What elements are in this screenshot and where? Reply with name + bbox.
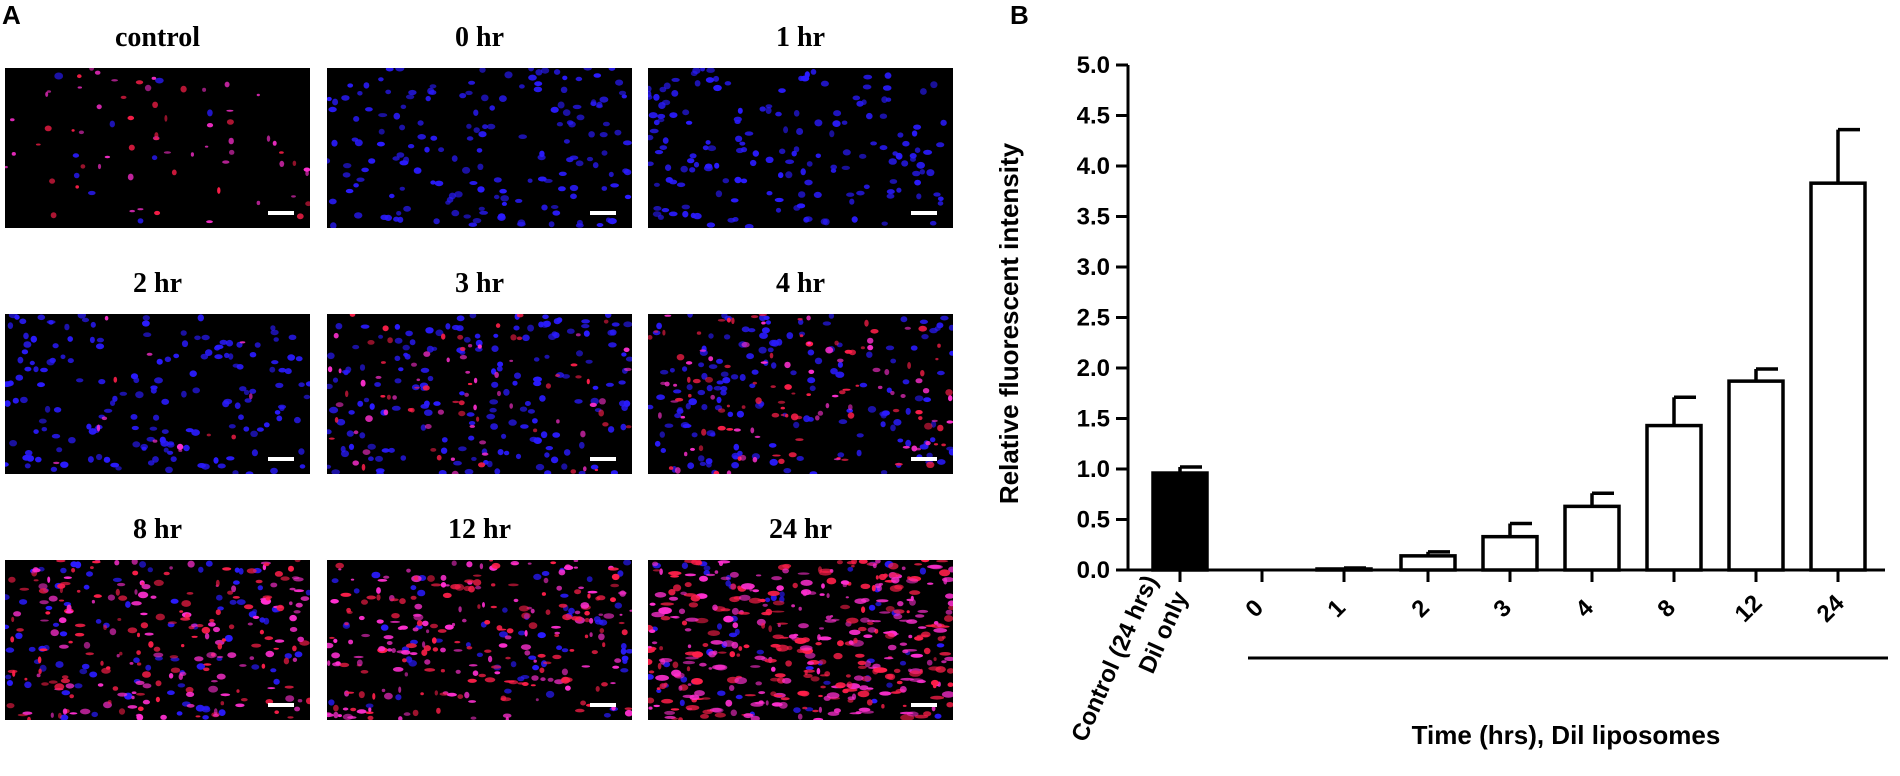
micrograph-title: 4 hr [776,268,825,299]
micrograph-title: control [114,22,201,53]
y-tick-label: 3.0 [1077,254,1110,281]
y-axis-title: Relative fluorescent intensity [994,142,1024,504]
scale-bar [911,457,937,461]
y-tick-label: 2.0 [1077,355,1110,382]
x-tick-label: 1 [1322,594,1351,623]
scale-bar [590,211,616,215]
panel-a-label: A [2,0,21,30]
micrograph-title: 24 hr [769,514,832,545]
bar [1151,471,1209,572]
micrograph-title: 12 hr [448,514,511,545]
micrograph-image [648,560,953,720]
scale-bar [268,457,294,461]
micrograph-title: 3 hr [455,268,504,299]
y-tick-label: 5.0 [1077,52,1110,79]
x-tick-label: 8 [1652,594,1681,623]
micrograph-title: 0 hr [455,22,504,53]
scale-bar [590,703,616,707]
micrograph-image [327,68,632,228]
scale-bar [911,703,937,707]
y-tick-label: 1.0 [1077,456,1110,483]
micrograph-image [648,68,953,228]
y-tick-label: 4.5 [1077,103,1110,130]
y-tick-label: 2.5 [1077,305,1110,332]
scale-bar [268,703,294,707]
scale-bar [911,211,937,215]
y-tick-label: 3.5 [1077,204,1110,231]
y-tick-label: 4.0 [1077,153,1110,180]
micrograph-title: 8 hr [133,514,182,545]
micrograph-image [5,314,310,474]
x-axis-title: Time (hrs), Dil liposomes [1412,720,1721,750]
x-tick-label: 2 [1406,594,1435,623]
y-tick-label: 0.5 [1077,507,1110,534]
micrograph-image [5,68,310,228]
y-tick-label: 0.0 [1077,557,1110,584]
x-tick-label: 12 [1730,590,1768,628]
micrograph-image [327,560,632,720]
bar [1399,554,1457,572]
bar [1727,379,1785,572]
x-tick-label: 0 [1240,594,1269,623]
bar [1809,181,1867,572]
y-tick-label: 1.5 [1077,406,1110,433]
micrograph-image [327,314,632,474]
panel-b-label: B [1010,0,1029,30]
micrograph-image [5,560,310,720]
x-tick-label: 4 [1570,594,1599,623]
micrograph-title: 1 hr [776,22,825,53]
x-tick-label: 24 [1812,589,1850,627]
scale-bar [268,211,294,215]
bar [1563,504,1621,572]
bar [1645,423,1703,572]
micrograph-image [648,314,953,474]
bar [1481,534,1539,572]
micrograph-title: 2 hr [133,268,182,299]
x-tick-label: 3 [1488,594,1517,623]
scale-bar [590,457,616,461]
